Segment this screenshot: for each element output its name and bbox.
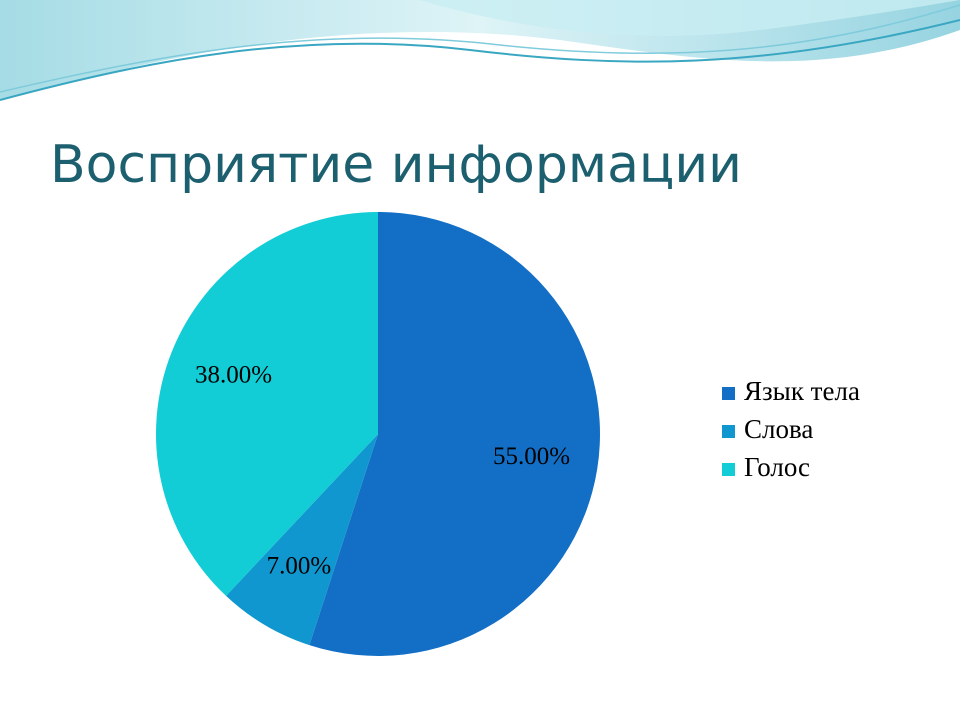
- pie-slice: [309, 212, 601, 656]
- legend-swatch: [722, 425, 735, 438]
- legend-label: Язык тела: [744, 376, 860, 406]
- legend-label: Голос: [744, 452, 810, 482]
- data-label: 38.00%: [195, 362, 272, 389]
- legend-swatch: [722, 463, 735, 476]
- data-label: 7.00%: [267, 552, 332, 579]
- legend-label: Слова: [744, 414, 813, 444]
- pie-slice: [155, 212, 378, 596]
- data-label: 55.00%: [493, 443, 570, 470]
- pie-chart: 55.00% 7.00% 38.00%: [155, 212, 601, 656]
- slide-title: Восприятие информации: [50, 135, 742, 195]
- legend-swatch: [722, 387, 735, 400]
- legend: Язык тела Слова Голос: [722, 376, 860, 482]
- pie-slice: [226, 434, 378, 646]
- header-waves: [0, 0, 960, 101]
